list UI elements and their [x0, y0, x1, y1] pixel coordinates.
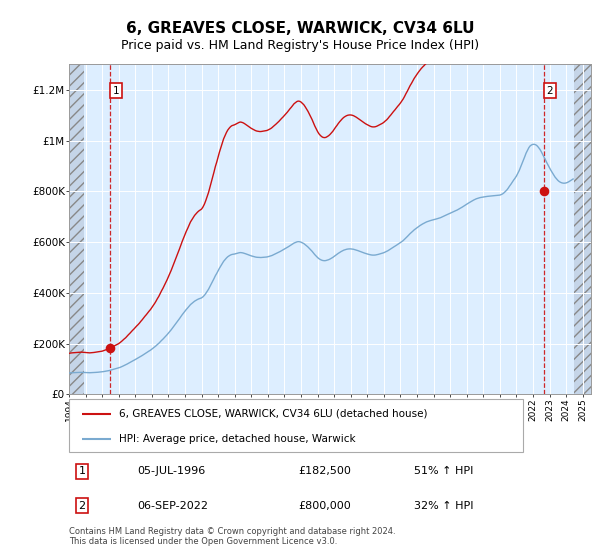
Text: £800,000: £800,000 — [299, 501, 352, 511]
Bar — [574, 64, 591, 394]
Text: HPI: Average price, detached house, Warwick: HPI: Average price, detached house, Warw… — [119, 433, 355, 444]
Text: 1: 1 — [79, 466, 86, 477]
Text: 51% ↑ HPI: 51% ↑ HPI — [413, 466, 473, 477]
Text: 1: 1 — [113, 86, 119, 96]
Text: 2: 2 — [79, 501, 86, 511]
Bar — [69, 64, 84, 394]
Text: Price paid vs. HM Land Registry's House Price Index (HPI): Price paid vs. HM Land Registry's House … — [121, 39, 479, 52]
Text: Contains HM Land Registry data © Crown copyright and database right 2024.
This d: Contains HM Land Registry data © Crown c… — [69, 526, 395, 546]
Text: 32% ↑ HPI: 32% ↑ HPI — [413, 501, 473, 511]
Text: 06-SEP-2022: 06-SEP-2022 — [137, 501, 208, 511]
Text: £182,500: £182,500 — [299, 466, 352, 477]
Point — [106, 343, 115, 352]
Text: 2: 2 — [547, 86, 553, 96]
Text: 6, GREAVES CLOSE, WARWICK, CV34 6LU (detached house): 6, GREAVES CLOSE, WARWICK, CV34 6LU (det… — [119, 409, 427, 419]
Text: 05-JUL-1996: 05-JUL-1996 — [137, 466, 205, 477]
Point — [539, 187, 549, 196]
FancyBboxPatch shape — [69, 399, 523, 452]
Text: 6, GREAVES CLOSE, WARWICK, CV34 6LU: 6, GREAVES CLOSE, WARWICK, CV34 6LU — [126, 21, 474, 36]
